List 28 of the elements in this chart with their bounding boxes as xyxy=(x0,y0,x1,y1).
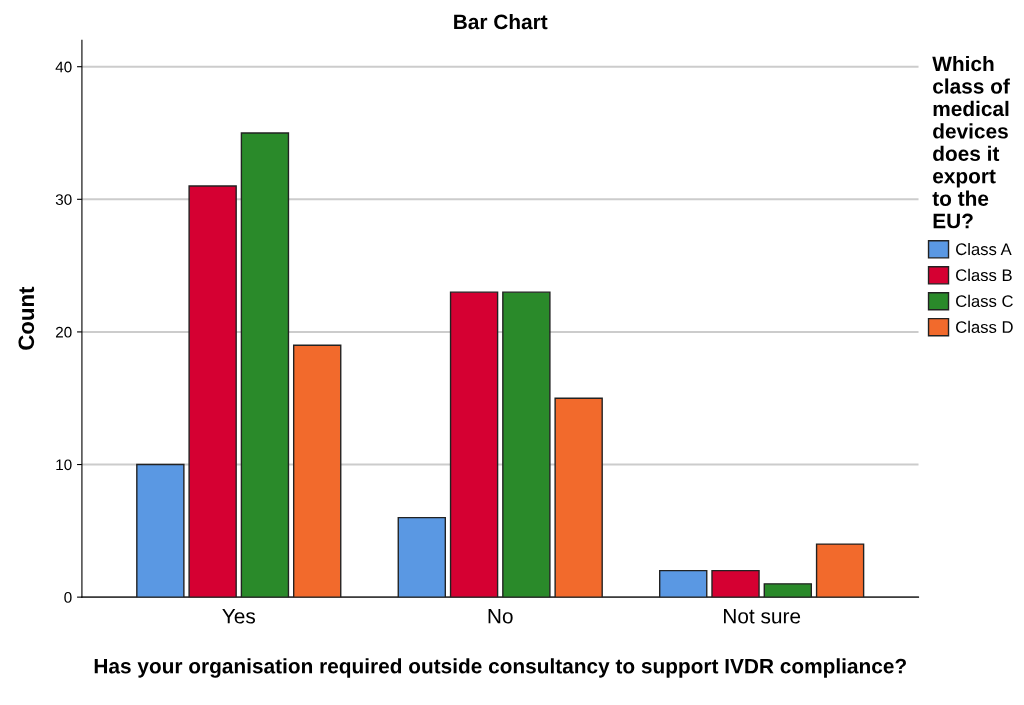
bar xyxy=(711,569,760,598)
bar xyxy=(292,344,342,598)
y-tick-label: 40 xyxy=(55,61,72,73)
y-tick-label: 0 xyxy=(64,592,72,603)
y-tick-label: 20 xyxy=(55,326,72,338)
bar xyxy=(397,516,447,598)
bar xyxy=(136,463,185,598)
x-tick-label: No xyxy=(488,609,513,624)
bar xyxy=(502,291,551,598)
x-tick-label: Yes xyxy=(222,609,256,624)
legend-label: Class C xyxy=(956,294,1013,308)
bar xyxy=(815,543,865,598)
chart-title: Bar Chart xyxy=(454,13,548,30)
legend-title: Which class of medical devices does it export to the EU? xyxy=(932,55,1010,229)
bar xyxy=(659,569,708,598)
legend-label: Class A xyxy=(956,242,1012,256)
bar xyxy=(449,291,499,598)
bar xyxy=(240,132,290,598)
x-tick-label: Not sure xyxy=(724,609,801,624)
legend-label: Class D xyxy=(956,320,1013,333)
y-tick-label: 30 xyxy=(55,194,72,205)
bar xyxy=(763,583,813,598)
y-tick-label: 10 xyxy=(56,459,72,471)
x-axis-title: Has your organisation required outside consultancy to support IVDR compliance? xyxy=(94,658,906,678)
bar xyxy=(188,185,237,598)
bar xyxy=(554,397,603,598)
y-axis-title: Count xyxy=(18,286,35,350)
legend-label: Class B xyxy=(956,268,1012,282)
